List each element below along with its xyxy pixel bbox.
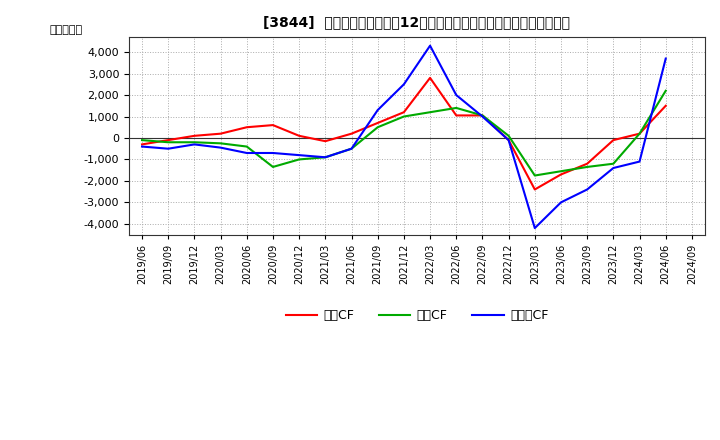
投資CF — [662, 88, 670, 93]
フリーCF — [635, 159, 644, 164]
営業CF — [138, 142, 146, 147]
フリーCF — [452, 92, 461, 98]
フリーCF — [583, 187, 592, 192]
営業CF — [243, 125, 251, 130]
営業CF — [557, 172, 565, 177]
営業CF — [216, 131, 225, 136]
営業CF — [478, 113, 487, 118]
営業CF — [164, 137, 173, 143]
フリーCF — [138, 144, 146, 149]
営業CF — [452, 113, 461, 118]
投資CF — [583, 164, 592, 169]
投資CF — [243, 144, 251, 149]
フリーCF — [190, 142, 199, 147]
フリーCF — [478, 114, 487, 119]
フリーCF — [347, 146, 356, 151]
フリーCF — [321, 154, 330, 160]
フリーCF — [269, 150, 277, 156]
フリーCF — [557, 200, 565, 205]
営業CF — [374, 120, 382, 125]
営業CF — [294, 133, 303, 139]
投資CF — [216, 141, 225, 146]
営業CF — [609, 137, 618, 143]
フリーCF — [662, 56, 670, 61]
営業CF — [504, 137, 513, 143]
投資CF — [452, 105, 461, 110]
投資CF — [190, 139, 199, 145]
投資CF — [347, 146, 356, 151]
投資CF — [400, 114, 408, 119]
投資CF — [557, 169, 565, 174]
投資CF — [478, 113, 487, 118]
Legend: 営業CF, 投資CF, フリーCF: 営業CF, 投資CF, フリーCF — [281, 304, 553, 327]
投資CF — [635, 131, 644, 136]
Line: 営業CF: 営業CF — [142, 78, 666, 190]
投資CF — [426, 110, 434, 115]
投資CF — [374, 125, 382, 130]
フリーCF — [531, 225, 539, 231]
営業CF — [347, 131, 356, 136]
投資CF — [609, 161, 618, 166]
Y-axis label: （百万円）: （百万円） — [49, 25, 82, 35]
営業CF — [635, 131, 644, 136]
営業CF — [321, 139, 330, 144]
営業CF — [662, 103, 670, 108]
営業CF — [531, 187, 539, 192]
営業CF — [426, 75, 434, 81]
投資CF — [269, 164, 277, 169]
フリーCF — [374, 107, 382, 113]
フリーCF — [294, 153, 303, 158]
フリーCF — [216, 145, 225, 150]
投資CF — [531, 173, 539, 178]
Line: 投資CF: 投資CF — [142, 91, 666, 176]
フリーCF — [609, 165, 618, 171]
投資CF — [294, 157, 303, 162]
フリーCF — [164, 146, 173, 151]
フリーCF — [400, 82, 408, 87]
投資CF — [504, 133, 513, 139]
営業CF — [400, 110, 408, 115]
Line: フリーCF: フリーCF — [142, 46, 666, 228]
フリーCF — [504, 137, 513, 143]
フリーCF — [426, 43, 434, 48]
フリーCF — [243, 150, 251, 156]
投資CF — [138, 137, 146, 143]
営業CF — [269, 122, 277, 128]
投資CF — [321, 154, 330, 160]
Title: [3844]  キャッシュフローの12か月移動合計の対前年同期増減額の推移: [3844] キャッシュフローの12か月移動合計の対前年同期増減額の推移 — [264, 15, 570, 29]
営業CF — [190, 133, 199, 139]
営業CF — [583, 161, 592, 166]
投資CF — [164, 139, 173, 145]
